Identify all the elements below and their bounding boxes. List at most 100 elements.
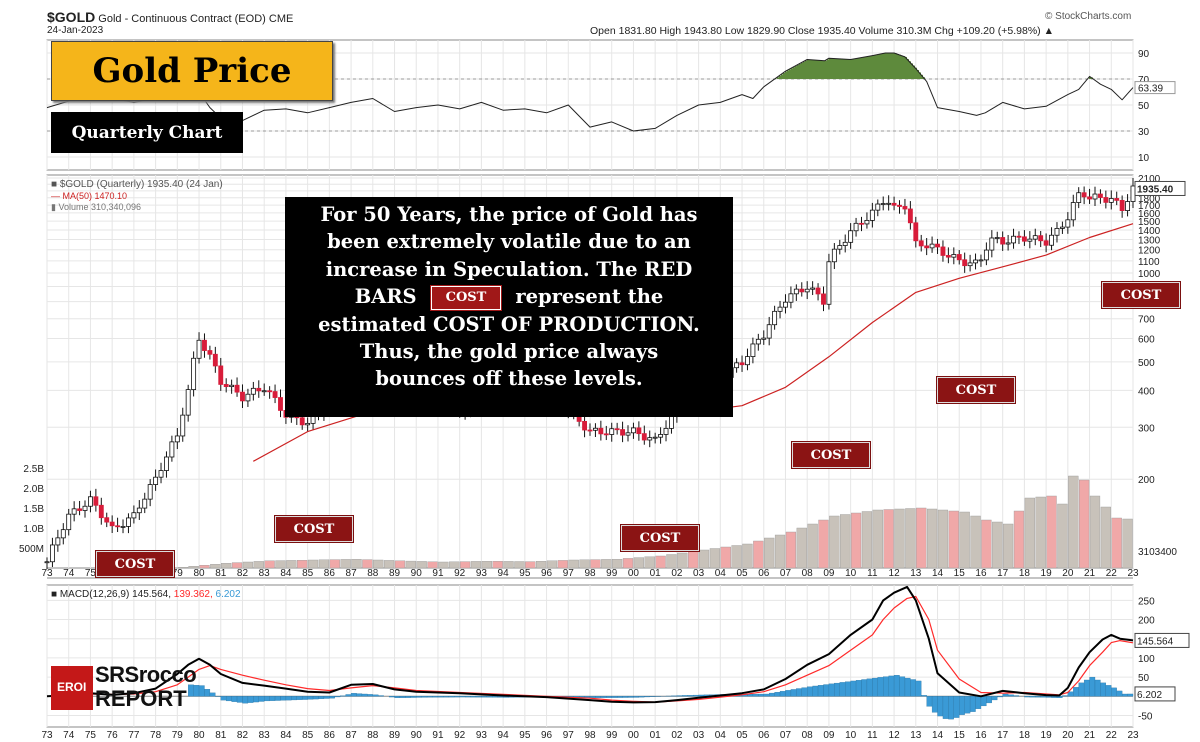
xaxis-label-bottom: 23 — [1127, 730, 1139, 741]
candle-body — [1032, 235, 1038, 240]
candle-body — [625, 432, 631, 436]
volume-bar — [666, 554, 677, 569]
rsi-overbought-fill — [879, 54, 881, 79]
candle-body — [1016, 235, 1022, 238]
macd-tick-label: 250 — [1138, 596, 1155, 607]
macd-histogram-bar — [388, 696, 395, 698]
candle-body — [1049, 234, 1054, 246]
xaxis-label-top: 89 — [389, 568, 401, 579]
candle-body — [745, 356, 750, 366]
volume-bar — [1024, 497, 1035, 569]
xaxis-label-top: 95 — [519, 568, 531, 579]
candle-body — [831, 248, 837, 263]
rsi-overbought-fill — [803, 61, 805, 79]
volume-bar — [264, 560, 275, 569]
price-tick-label: 1600 — [1138, 209, 1161, 220]
rsi-tick-label: 70 — [1138, 75, 1150, 86]
rsi-overbought-fill — [869, 56, 871, 79]
volume-bar — [557, 560, 568, 569]
candle-body — [793, 288, 799, 295]
volume-bar — [948, 510, 959, 569]
macd-histogram-bar — [280, 696, 287, 701]
macd-histogram-bar — [638, 696, 645, 698]
volume-bar — [785, 531, 797, 569]
volume-bar — [416, 561, 427, 569]
annotation-line-6: Thus, the gold price always — [359, 340, 659, 364]
macd-histogram-bar — [595, 696, 602, 698]
macd-histogram-bar — [899, 676, 906, 697]
rsi-overbought-fill — [901, 55, 903, 79]
rsi-overbought-fill — [873, 55, 875, 79]
volume-legend: ▮ Volume 310,340,096 — [51, 202, 141, 212]
xaxis-label-top: 15 — [954, 568, 966, 579]
price-legend: ■ $GOLD (Quarterly) 1935.40 (24 Jan) — [51, 179, 223, 190]
macd-histogram-bar — [839, 682, 846, 697]
rsi-overbought-fill — [891, 53, 893, 79]
rsi-overbought-fill — [845, 59, 847, 79]
rsi-overbought-fill — [921, 74, 923, 79]
macd-histogram-bar — [247, 696, 254, 703]
xaxis-label-bottom: 89 — [389, 730, 401, 741]
rsi-overbought-fill — [823, 60, 825, 79]
rsi-overbought-fill — [789, 69, 791, 79]
xaxis-label-bottom: 98 — [584, 730, 596, 741]
volume-bar — [1089, 495, 1101, 569]
xaxis-label-bottom: 80 — [193, 730, 205, 741]
rsi-overbought-fill — [917, 70, 919, 79]
candle-body — [918, 240, 924, 247]
macd-histogram-bar — [367, 694, 373, 697]
rsi-overbought-fill — [835, 58, 837, 79]
volume-bar — [894, 508, 905, 569]
macd-histogram-bar — [242, 696, 249, 704]
xaxis-label-top: 06 — [758, 568, 770, 579]
source-label[interactable]: © StockCharts.com — [1045, 11, 1132, 22]
macd-histogram-bar — [296, 696, 303, 700]
candle-body — [60, 529, 66, 539]
volume-tick-label: 500M — [19, 544, 44, 555]
rsi-overbought-fill — [875, 55, 877, 79]
volume-bar — [1100, 506, 1111, 569]
rsi-overbought-fill — [827, 59, 829, 79]
rsi-overbought-fill — [809, 59, 811, 79]
volume-bar — [188, 566, 199, 569]
candle-body — [815, 287, 821, 295]
volume-bar — [221, 563, 232, 569]
volume-bar — [764, 537, 775, 569]
rsi-overbought-fill — [841, 58, 843, 79]
macd-histogram-bar — [1024, 696, 1030, 698]
xaxis-label-bottom: 14 — [932, 730, 944, 741]
xaxis-label-top: 20 — [1062, 568, 1074, 579]
volume-bar — [362, 559, 373, 569]
xaxis-label-bottom: 07 — [780, 730, 792, 741]
macd-histogram-bar — [769, 692, 775, 697]
macd-histogram-bar — [828, 683, 835, 697]
cost-label-1976: COST — [96, 551, 174, 577]
macd-histogram-bar — [220, 696, 227, 701]
candle-body — [810, 287, 816, 290]
candle-body — [821, 293, 826, 305]
macd-histogram-bar — [437, 696, 444, 698]
macd-histogram-bar — [600, 696, 607, 698]
rsi-overbought-fill — [777, 77, 779, 79]
macd-histogram-bar — [845, 681, 851, 697]
candle-body — [587, 429, 593, 432]
macd-histogram-bar — [953, 696, 960, 718]
macd-last-box — [1134, 632, 1190, 648]
volume-bar — [731, 545, 742, 569]
price-tick-label: 200 — [1138, 475, 1155, 486]
candle-body — [44, 561, 50, 564]
volume-bar — [1046, 495, 1057, 569]
xaxis-label-top: 00 — [628, 568, 640, 579]
xaxis-label-bottom: 12 — [889, 730, 901, 741]
rsi-overbought-fill — [903, 56, 905, 79]
candle-body — [978, 259, 984, 262]
macd-histogram-bar — [231, 696, 238, 702]
rsi-overbought-fill — [855, 58, 857, 79]
price-tick-label: 1700 — [1138, 201, 1161, 212]
xaxis-label-top: 98 — [584, 568, 596, 579]
price-tick-label: 1200 — [1138, 246, 1161, 257]
macd-histogram-bar — [904, 677, 911, 697]
candle-body — [886, 202, 892, 205]
xaxis-label-top: 21 — [1084, 568, 1096, 579]
candle-body — [777, 306, 783, 312]
